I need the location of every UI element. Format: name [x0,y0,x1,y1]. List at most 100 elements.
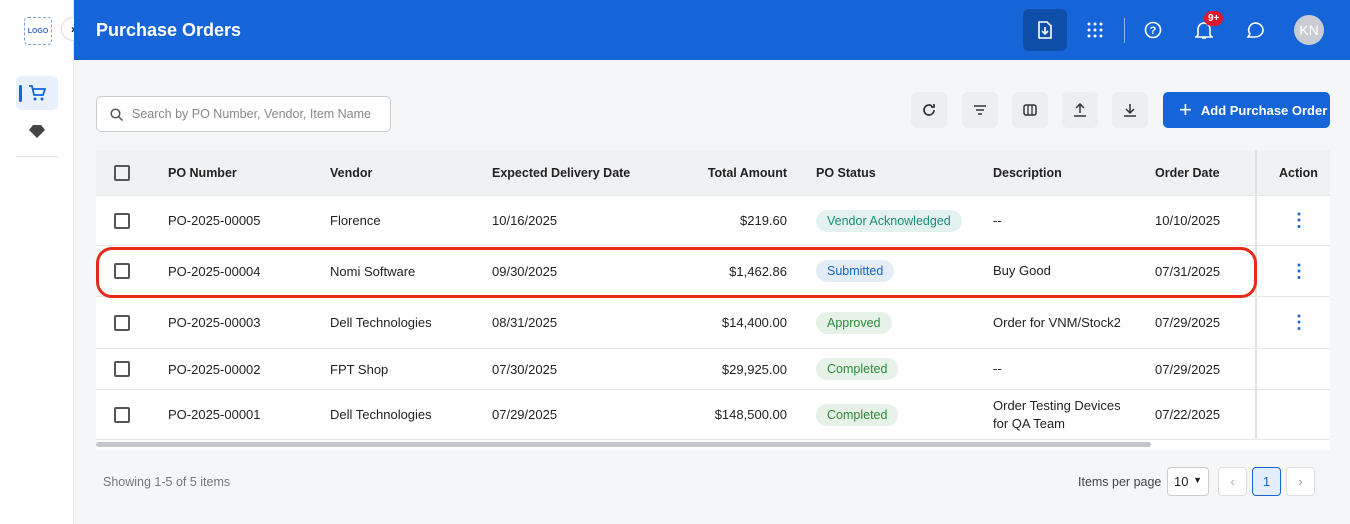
status-badge: Completed [816,358,899,380]
logo[interactable]: LOGO [24,17,52,45]
items-per-page-select[interactable]: 10 ▼ [1167,467,1209,496]
column-divider [1255,297,1257,348]
add-label: Add Purchase Order [1200,102,1328,118]
nav-tag[interactable] [28,123,46,139]
filter-button[interactable] [962,92,998,128]
search-placeholder: Search by PO Number, Vendor, Item Name [132,107,372,121]
columns-button[interactable] [1012,92,1048,128]
help-button[interactable]: ? [1144,21,1162,39]
cell-text: 09/30/2025 [492,263,558,279]
table-row: PO-2025-00005 Florence 10/16/2025 $219.60 Ve… [96,196,1330,246]
export-button[interactable] [1023,9,1067,51]
checkbox-cell [114,150,130,195]
checkbox[interactable] [114,406,130,423]
sidebar: LOGO › [0,0,85,524]
checkbox-cell [114,349,130,389]
icon [1038,21,1052,39]
search-icon [110,108,123,121]
prev-page[interactable]: ‹ [1218,467,1247,496]
cell-text: $219.60 [740,213,787,228]
icon [1023,104,1037,116]
apps-button[interactable] [1087,22,1103,38]
cell-text: 07/31/2025 [1155,263,1221,279]
status-badge: Approved [816,311,892,334]
column-header: Action [1279,165,1318,180]
summary: Showing 1-5 of 5 items [103,475,231,489]
checkbox[interactable] [114,212,130,229]
table-row: PO-2025-00001 Dell Technologies 07/29/2025… [96,390,1330,440]
avatar[interactable]: KN [1294,15,1324,45]
status-badge: Vendor Acknowledged [816,209,962,232]
refresh-button[interactable] [911,92,947,128]
checkbox[interactable] [114,361,130,377]
column-divider [1255,349,1257,389]
column-header: Expected Delivery Date [492,165,631,180]
search-box[interactable]: Search by PO Number, Vendor, Item Name [96,96,391,132]
status-cell: Completed [816,349,899,389]
add-button[interactable]: + Add Purchase Order [1163,92,1330,128]
cell-text: 07/29/2025 [492,407,558,422]
status-badge: Submitted [816,260,895,282]
row-actions[interactable]: ⋮ [1290,210,1308,230]
status-cell: Vendor Acknowledged [816,196,962,245]
icon [1074,103,1086,117]
status-cell: Completed [816,390,899,439]
checkbox-cell [114,390,130,439]
header-row: PO Number Vendor Expected Delivery Date Tot… [96,150,1330,196]
cell-text: $14,400.00 [721,315,787,330]
cell-text: 10/10/2025 [1155,213,1221,228]
checkbox[interactable] [114,164,130,181]
scrollbar[interactable] [96,442,1151,447]
checkbox-cell [114,297,130,348]
icon [923,104,935,116]
checkbox-cell [114,196,130,245]
divider [16,156,58,157]
checkbox-cell [114,246,130,296]
table-row: PO-2025-00003 Dell Technologies 08/31/2025… [96,297,1330,349]
cell-text: 10/16/2025 [492,213,558,228]
cell-text: Nomi Software [330,263,416,279]
notification-badge: 9+ [1204,11,1224,26]
cell-text: Buy Good [993,263,1051,278]
upload-button[interactable] [1062,92,1098,128]
row-actions[interactable]: ⋮ [1290,260,1308,281]
cell-text: $148,500.00 [714,407,787,422]
column-header: PO Number [168,165,237,180]
row-actions[interactable]: ⋮ [1290,312,1308,332]
cell-text: Florence [330,213,381,228]
icon [974,105,986,115]
cell-text: PO-2025-00003 [168,315,261,330]
chat-button[interactable] [1245,21,1265,40]
column-header: Vendor [330,165,373,180]
caret: ▼ [1193,475,1202,485]
cart-icon [29,85,46,101]
cell-text: FPT Shop [330,361,389,377]
cell-text: PO-2025-00001 [168,407,261,422]
checkbox[interactable] [114,263,130,279]
cell-text: -- [993,212,1002,228]
column-header: Order Date [1155,165,1220,180]
cell-text: PO-2025-00002 [168,361,261,377]
column-header: PO Status [816,165,876,180]
current-page[interactable]: 1 [1252,467,1281,496]
highlight [96,247,1257,298]
next-page[interactable]: › [1286,467,1315,496]
items-per-page: 10 [1174,474,1189,489]
cell-text: 07/29/2025 [1155,315,1221,330]
cell-text: $1,462.86 [729,263,787,279]
cell-text: Dell Technologies [330,315,432,330]
cell-text: $29,925.00 [721,361,787,377]
svg-text:?: ? [1150,25,1157,37]
cell-text: Order Testing Devices for QA Team [993,397,1121,431]
column-divider [1255,150,1257,195]
nav-orders[interactable] [16,76,58,110]
cell-text: 07/29/2025 [1155,361,1221,377]
cell-text: PO-2025-00004 [168,263,261,279]
checkbox[interactable] [114,314,130,331]
column-divider [1255,390,1257,439]
header: Purchase Orders ? 9+ KN [74,0,1350,60]
download-button[interactable] [1112,92,1148,128]
items-per-page-label: Items per page [1078,475,1162,489]
column-divider [1255,196,1257,245]
table: PO Number Vendor Expected Delivery Date Tot… [96,150,1330,450]
